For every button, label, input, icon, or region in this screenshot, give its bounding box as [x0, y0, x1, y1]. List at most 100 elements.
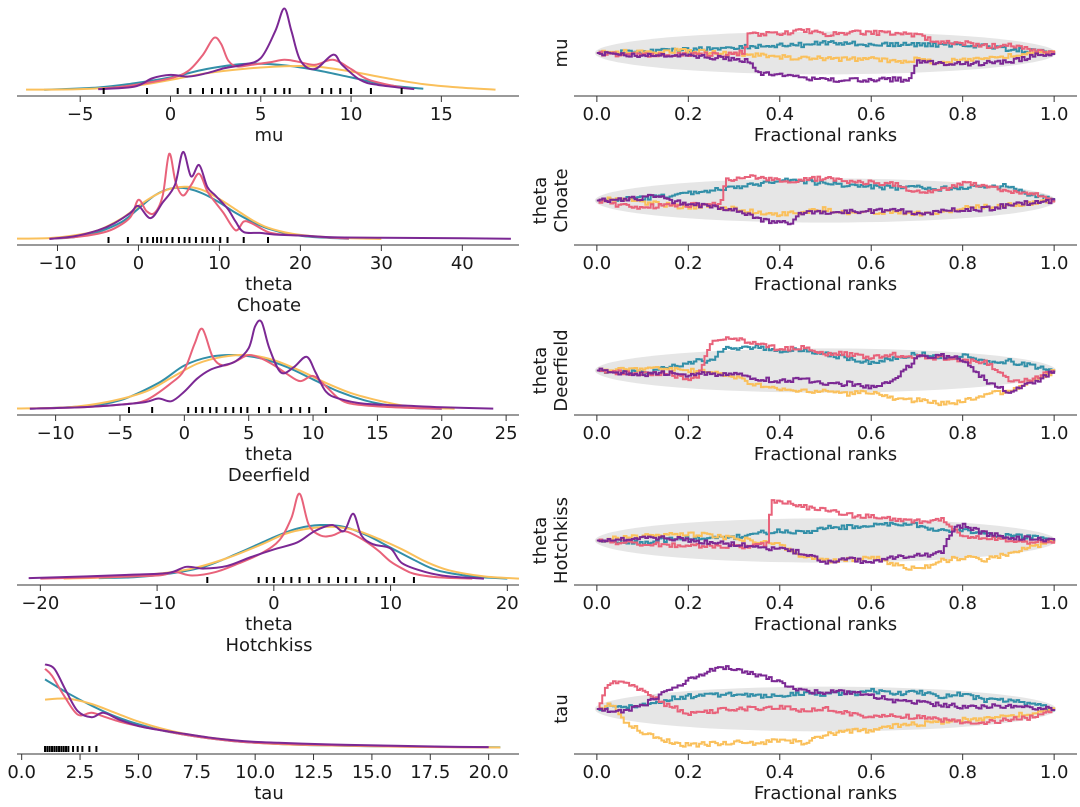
kde-line-2 [49, 152, 350, 240]
x-axis-label: tau [254, 783, 284, 804]
x-axis-label: Deerfield [228, 465, 310, 486]
x-tick-label: 15 [430, 104, 453, 125]
kde-line-2 [29, 327, 442, 410]
x-axis-label: Fractional ranks [754, 444, 897, 465]
x-tick-label: 20 [430, 423, 453, 444]
kde-line-1 [16, 353, 455, 410]
x-tick-label: 0.4 [765, 104, 794, 125]
y-axis-label-line: theta [530, 177, 551, 225]
kde-line-3 [29, 319, 494, 410]
x-tick-label: 5 [255, 104, 266, 125]
y-axis-label: mu [551, 39, 572, 68]
x-tick-label: 10 [379, 593, 402, 614]
x-tick-label: 0 [165, 104, 176, 125]
kde-panel-3: −10 −5 0 5 10 15 20 25 thetaDeerfield [16, 319, 519, 486]
x-tick-label: −20 [21, 593, 59, 614]
x-tick-label: 0.8 [948, 762, 977, 783]
x-tick-label: 0.4 [765, 593, 794, 614]
x-tick-label: 0.4 [765, 253, 794, 274]
x-tick-label: 0.6 [857, 593, 886, 614]
rank-line-3 [596, 353, 1056, 394]
x-tick-label: 0.2 [674, 762, 703, 783]
x-tick-label: 0.6 [857, 423, 886, 444]
x-tick-label: 0.2 [674, 593, 703, 614]
y-axis-label: thetaDeerfield [530, 329, 572, 411]
y-axis-label-line: tau [551, 694, 572, 724]
rank-panel-5: 0.0 0.2 0.4 0.6 0.8 1.0 Fractional ranks tau [551, 665, 1077, 804]
x-tick-label: 0.0 [583, 104, 612, 125]
x-tick-label: 17.5 [410, 762, 450, 783]
kde-line-0 [44, 678, 501, 749]
kde-line-2 [40, 492, 473, 580]
kde-panel-2: −10 0 10 20 30 40 thetaChoate [16, 150, 519, 316]
x-tick-label: 0.8 [948, 253, 977, 274]
y-axis-label: tau [551, 694, 572, 724]
x-tick-label: 0.0 [583, 253, 612, 274]
kde-line-3 [98, 7, 415, 91]
y-axis-label: thetaHotchkiss [530, 497, 572, 584]
x-tick-label: 0.6 [857, 762, 886, 783]
kde-panel-5: 0.0 2.5 5.0 7.5 10.0 12.5 15.0 17.5 20.0 tau [7, 663, 519, 804]
x-tick-label: 0.2 [674, 423, 703, 444]
x-tick-label: −5 [107, 423, 134, 444]
rank-line-0 [596, 344, 1056, 376]
x-tick-label: 0.0 [583, 762, 612, 783]
y-axis-label-line: theta [530, 517, 551, 565]
rank-panel-4: 0.0 0.2 0.4 0.6 0.8 1.0 Fractional ranks thetaH… [530, 497, 1077, 635]
x-tick-label: 0.6 [857, 253, 886, 274]
rank-line-1 [596, 47, 1056, 66]
rank-line-3 [596, 193, 1056, 226]
y-axis-label-line: Hotchkiss [551, 497, 572, 584]
x-tick-label: 0.0 [7, 762, 36, 783]
x-tick-label: 20 [289, 253, 312, 274]
x-tick-label: 20 [496, 593, 519, 614]
kde-line-1 [26, 65, 496, 91]
x-tick-label: 0 [268, 593, 279, 614]
rank-line-3 [596, 665, 1056, 714]
y-axis-label-line: mu [551, 39, 572, 68]
kde-line-3 [28, 512, 485, 580]
kde-line-1 [44, 697, 501, 749]
x-tick-label: 12.5 [293, 762, 333, 783]
y-axis-label-line: Deerfield [551, 329, 572, 411]
kde-line-1 [63, 525, 520, 580]
x-axis-label: Fractional ranks [754, 614, 897, 635]
x-tick-label: 1.0 [1040, 104, 1069, 125]
rank-line-2 [596, 680, 1056, 726]
x-axis-label: Choate [237, 295, 301, 316]
x-tick-label: 1.0 [1040, 762, 1069, 783]
x-tick-label: 10 [340, 104, 363, 125]
kde-line-3 [44, 663, 489, 749]
x-tick-label: 0.8 [948, 104, 977, 125]
kde-line-1 [16, 185, 382, 240]
x-tick-label: 2.5 [66, 762, 95, 783]
x-tick-label: 0.4 [765, 762, 794, 783]
rank-line-2 [596, 336, 1056, 384]
rank-line-1 [596, 365, 1056, 407]
x-tick-label: 40 [451, 253, 474, 274]
kde-panel-1: −5 0 5 10 15 mu [17, 7, 519, 146]
x-tick-label: 20.0 [469, 762, 509, 783]
rank-panel-1: 0.0 0.2 0.4 0.6 0.8 1.0 Fractional ranks mu [551, 28, 1077, 146]
kde-line-2 [44, 668, 489, 749]
rank-line-1 [596, 702, 1056, 748]
x-tick-label: 0.8 [948, 423, 977, 444]
y-axis-label: thetaChoate [530, 168, 572, 232]
x-tick-label: 1.0 [1040, 593, 1069, 614]
y-axis-label-line: theta [530, 347, 551, 395]
x-tick-label: 0.0 [583, 593, 612, 614]
x-tick-label: −5 [67, 104, 94, 125]
x-tick-label: 10.0 [235, 762, 275, 783]
x-axis-label: Fractional ranks [754, 783, 897, 804]
rank-line-3 [596, 51, 1056, 83]
kde-panel-4: −20 −10 0 10 20 thetaHotchkiss [17, 492, 520, 656]
x-tick-label: 1.0 [1040, 423, 1069, 444]
kde-line-3 [49, 150, 511, 240]
x-tick-label: 5.0 [124, 762, 153, 783]
x-tick-label: 0 [179, 423, 190, 444]
x-tick-label: 0.2 [674, 104, 703, 125]
x-tick-label: 0.2 [674, 253, 703, 274]
x-tick-label: 7.5 [182, 762, 211, 783]
x-axis-label: theta [245, 444, 293, 465]
x-axis-label: Fractional ranks [754, 125, 897, 146]
